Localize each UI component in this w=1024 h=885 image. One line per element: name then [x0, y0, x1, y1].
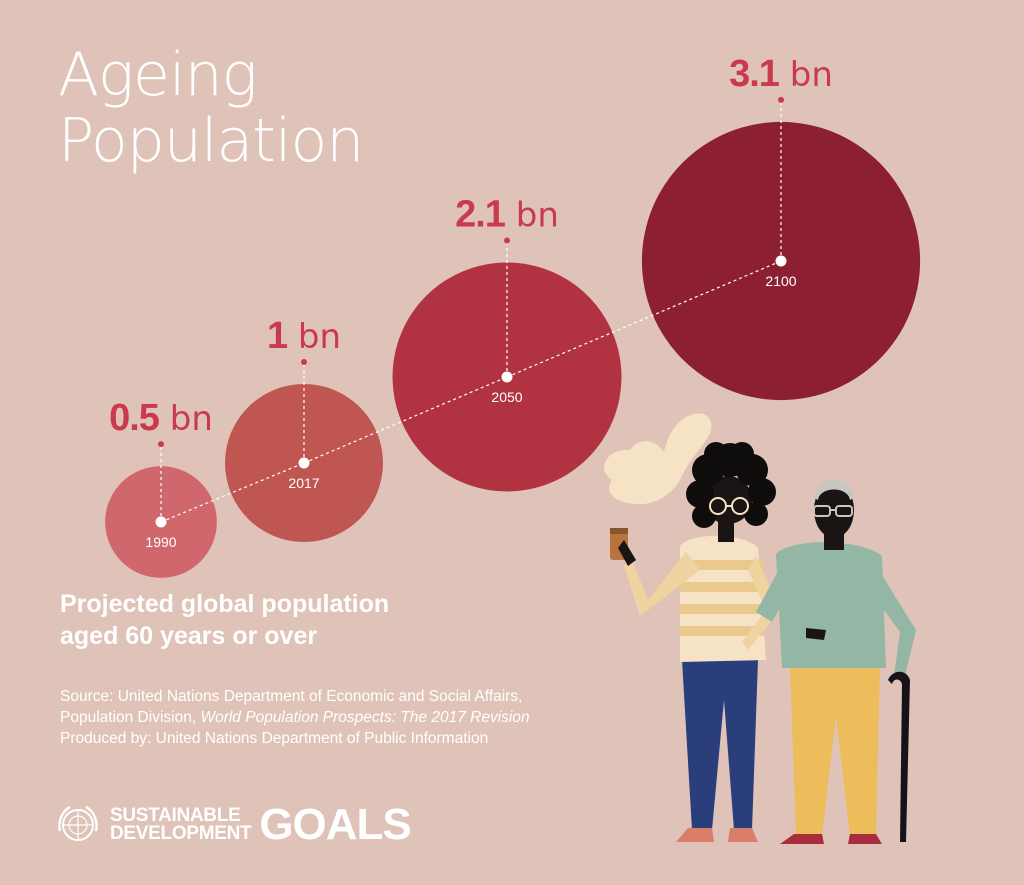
walking-cane-icon	[888, 671, 910, 842]
source-line-2-prefix: Population Division,	[60, 709, 201, 726]
center-dot-2100	[775, 255, 787, 267]
year-label-2017: 2017	[288, 475, 319, 491]
value-unit-2100: bn	[779, 55, 833, 95]
subtitle-line-2: aged 60 years or over	[60, 622, 318, 650]
page-title: Ageing Population	[58, 40, 364, 176]
center-dot-2017	[298, 457, 310, 469]
source-line-2-italic: World Population Prospects: The 2017 Rev…	[200, 709, 530, 726]
title-line-1: Ageing	[58, 40, 258, 110]
steam-cloud-icon	[604, 413, 712, 505]
center-dot-1990	[155, 516, 167, 528]
value-unit-2050: bn	[505, 196, 559, 236]
sdg-wordmark: SUSTAINABLE DEVELOPMENT	[110, 805, 252, 844]
year-label-2050: 2050	[491, 389, 522, 405]
trend-line-segment	[506, 260, 782, 378]
un-emblem-icon	[58, 805, 98, 841]
leader-dot-1990	[158, 441, 164, 448]
value-number-2100: 3.1	[729, 53, 780, 95]
value-number-2017: 1	[267, 315, 288, 357]
glasses-icon	[709, 497, 749, 515]
subtitle-line-1: Projected global population	[60, 590, 390, 618]
value-label-2017: 1 bn	[267, 315, 341, 357]
value-unit-1990: bn	[159, 399, 213, 439]
year-label-1990: 1990	[145, 534, 176, 550]
leader-dot-2050	[504, 237, 510, 244]
value-number-2050: 2.1	[455, 194, 506, 236]
sdg-logo: SUSTAINABLE DEVELOPMENT GOALS	[54, 800, 412, 850]
source-line-1: Source: United Nations Department of Eco…	[60, 688, 523, 705]
trend-line-segment	[303, 376, 508, 464]
trend-line-segment	[160, 462, 305, 523]
source-note: Source: United Nations Department of Eco…	[60, 686, 620, 749]
year-label-2100: 2100	[765, 273, 796, 289]
value-label-1990: 0.5 bn	[109, 397, 213, 439]
value-label-2100: 3.1 bn	[729, 53, 833, 95]
elderly-people-illustration	[604, 413, 916, 844]
source-line-3: Produced by: United Nations Department o…	[60, 730, 489, 747]
title-line-2: Population	[58, 106, 364, 176]
value-number-1990: 0.5	[109, 397, 160, 439]
leader-dot-2017	[301, 359, 307, 365]
chart-subtitle: Projected global population aged 60 year…	[60, 588, 480, 652]
value-unit-2017: bn	[287, 317, 341, 357]
value-label-2050: 2.1 bn	[455, 194, 559, 236]
glasses-icon	[813, 505, 853, 517]
sdg-line-1: SUSTAINABLE	[110, 805, 241, 826]
center-dot-2050	[501, 371, 513, 383]
goals-wordmark: GOALS	[259, 800, 411, 849]
leader-dot-2100	[778, 96, 784, 103]
sdg-line-2: DEVELOPMENT	[110, 823, 252, 844]
